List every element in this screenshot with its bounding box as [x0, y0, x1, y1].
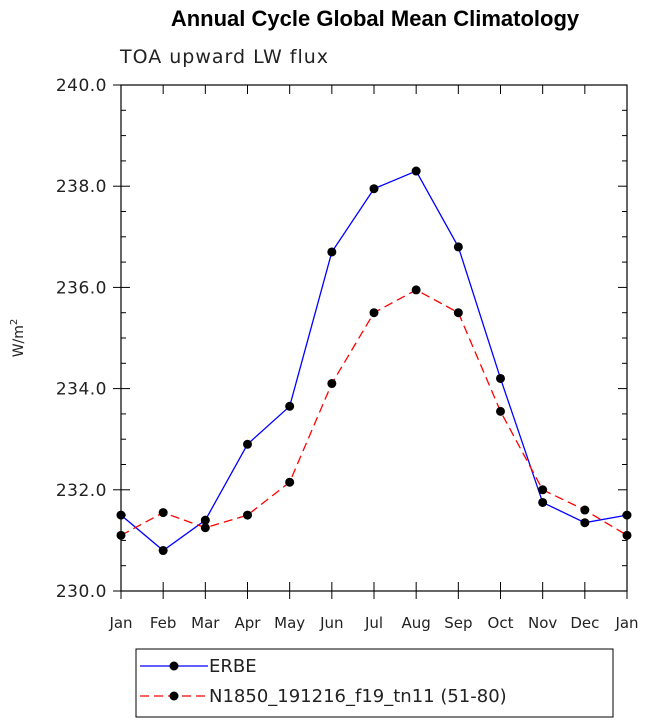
x-tick-label: Aug: [402, 614, 431, 632]
series-0-point: [622, 510, 632, 520]
series-0-point: [369, 184, 379, 194]
legend-marker-model: [169, 691, 179, 701]
x-tick-label: Jul: [364, 614, 383, 632]
plot-frame: [120, 84, 628, 592]
y-tick-labels: 230.0 232.0 234.0 236.0 238.0 240.0: [56, 76, 107, 602]
y-tick-label: 240.0: [56, 76, 107, 96]
legend-marker-erbe: [169, 661, 179, 671]
series-1-point: [200, 523, 210, 533]
y-tick-label: 234.0: [56, 380, 107, 400]
y-tick-label: 232.0: [56, 481, 107, 501]
series-0-point: [243, 439, 252, 449]
x-tick-label: May: [274, 614, 305, 632]
series-0-point: [116, 510, 126, 520]
series-1-point: [369, 308, 379, 318]
x-tick-label: Mar: [191, 614, 220, 632]
series-0-point: [285, 401, 295, 411]
y-axis-label: W/m2: [9, 319, 27, 358]
x-tick-label: Apr: [235, 614, 262, 632]
series-0-point: [496, 373, 505, 383]
legend: ERBE N1850_191216_f19_tn11 (51-80): [135, 648, 614, 718]
series-1-point: [285, 477, 295, 487]
series-0-point: [411, 166, 421, 176]
series-0-point: [538, 497, 548, 507]
legend-box: [135, 648, 614, 718]
x-tick-label: Oct: [488, 614, 514, 632]
series-1-point: [453, 308, 463, 318]
series-layer: [116, 166, 632, 556]
chart-subtitle: TOA upward LW flux: [119, 46, 329, 68]
x-tick-label: Jan: [108, 614, 132, 632]
y-tick-label: 238.0: [56, 177, 107, 197]
x-tick-label: Dec: [570, 614, 599, 632]
x-tick-label: Nov: [528, 614, 557, 632]
x-tick-label: Feb: [150, 614, 177, 632]
y-tick-label: 236.0: [56, 278, 107, 298]
series-1-point: [158, 508, 168, 518]
series-0-point: [327, 247, 337, 257]
series-1-point: [243, 510, 252, 520]
x-tick-label: Jun: [319, 614, 343, 632]
series-line-1: [120, 289, 628, 536]
series-1-point: [411, 285, 421, 295]
series-1-point: [327, 379, 337, 389]
y-axis-label-superscript: 2: [9, 319, 20, 325]
y-axis-label-base: W/m: [11, 325, 27, 357]
tick-marks: [113, 84, 628, 599]
legend-label-erbe: ERBE: [209, 656, 257, 677]
series-line-0: [120, 170, 628, 552]
series-1-point: [496, 406, 505, 416]
series-0-point: [200, 515, 210, 525]
series-1-point: [538, 485, 548, 495]
y-tick-label: 230.0: [56, 582, 107, 602]
x-tick-label: Sep: [444, 614, 472, 632]
series-0-point: [453, 242, 463, 252]
series-1-point: [622, 530, 632, 540]
x-tick-label: Jan: [614, 614, 638, 632]
axes: [120, 84, 628, 592]
series-0-point: [158, 546, 168, 556]
legend-label-model: N1850_191216_f19_tn11 (51-80): [209, 686, 507, 707]
series-1-point: [116, 530, 126, 540]
series-0-point: [580, 518, 590, 528]
chart-title: Annual Cycle Global Mean Climatology: [171, 6, 580, 31]
series-1-point: [580, 505, 590, 515]
x-tick-labels: Jan Feb Mar Apr May Jun Jul Aug Sep Oct Nov Dec Jan: [108, 614, 638, 632]
